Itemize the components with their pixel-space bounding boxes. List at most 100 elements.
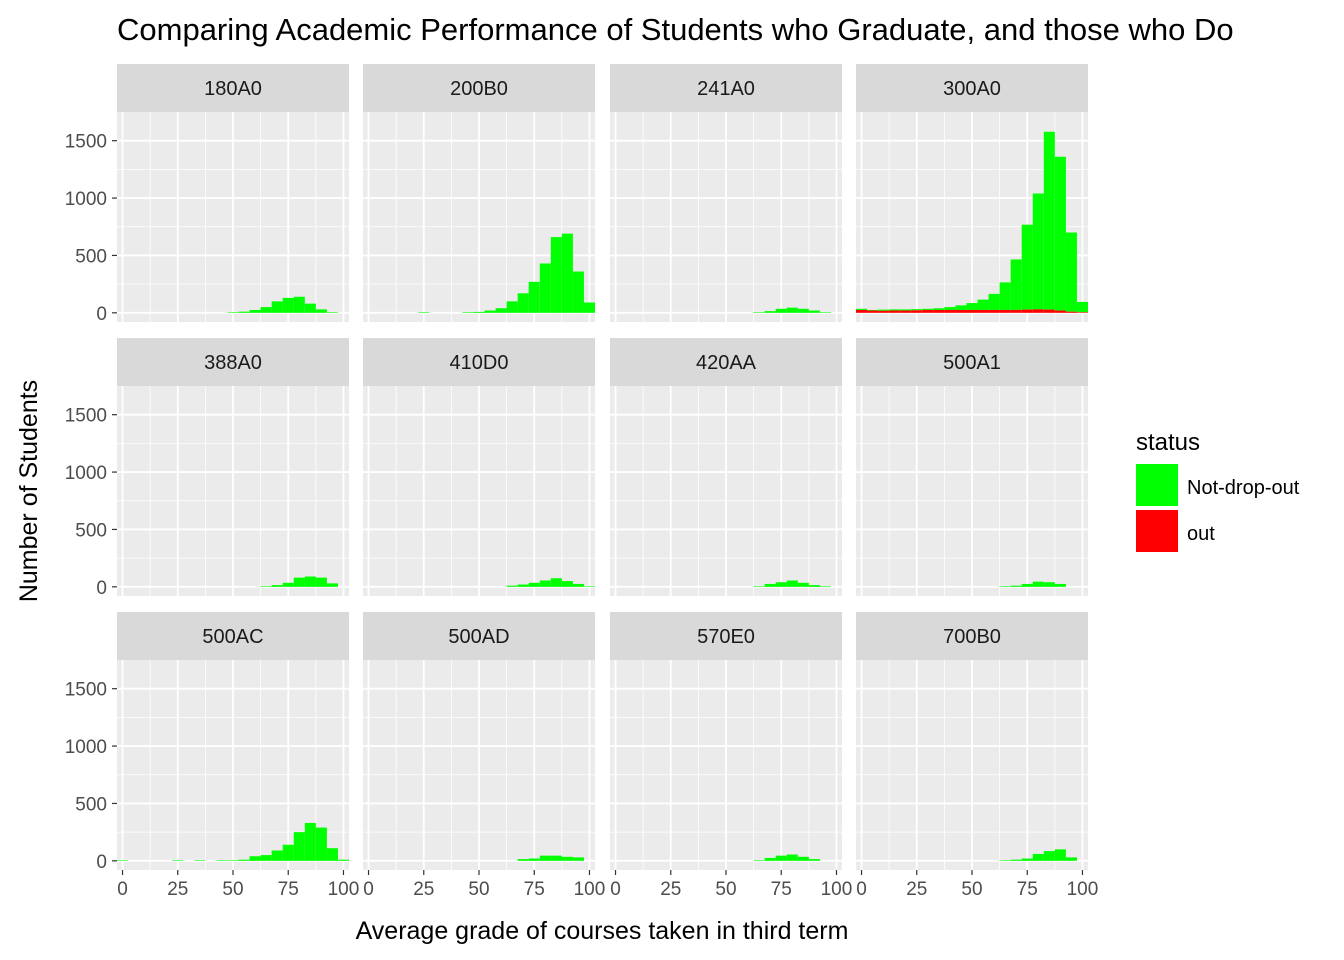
bar-out: [1043, 309, 1055, 313]
bar-out: [1054, 310, 1066, 313]
x-tick-label: 25: [167, 879, 188, 900]
bar-out: [1010, 309, 1022, 313]
bar-not-drop-out: [583, 302, 595, 313]
x-tick-label: 75: [278, 879, 299, 900]
bar-not-drop-out: [517, 293, 529, 313]
chart-title: Comparing Academic Performance of Studen…: [117, 12, 1234, 47]
y-axis-title: Number of Students: [15, 380, 43, 602]
facet-strip-label: 500AC: [202, 626, 263, 648]
bar-not-drop-out: [819, 312, 831, 313]
y-tick-label: 1000: [65, 189, 107, 210]
y-tick-label: 1000: [65, 737, 107, 758]
x-tick-label: 100: [328, 879, 360, 900]
bar-not-drop-out: [315, 827, 327, 861]
bar-not-drop-out: [764, 311, 776, 313]
bar-not-drop-out: [117, 860, 129, 861]
y-tick-label: 1500: [65, 132, 107, 153]
y-tick-label: 0: [96, 304, 107, 325]
facet-panel-410d0: 410D0: [363, 338, 595, 596]
legend-label-out: out: [1187, 523, 1215, 545]
facet-strip-label: 300A0: [943, 78, 1001, 100]
facet-strip: [363, 64, 595, 112]
bar-not-drop-out: [819, 586, 831, 587]
bar-not-drop-out: [1076, 301, 1088, 313]
bar-out: [933, 309, 945, 313]
bar-not-drop-out: [271, 585, 283, 587]
bar-not-drop-out: [260, 855, 272, 861]
facet-panel-500ad: 500AD 0 25 50 75 100: [363, 612, 605, 900]
facet-strip: [856, 612, 1088, 660]
bar-not-drop-out: [473, 311, 485, 313]
bar-not-drop-out: [1010, 859, 1022, 861]
bar-not-drop-out: [999, 282, 1011, 310]
bar-not-drop-out: [282, 582, 294, 587]
facet-panel-500ac: 500AC 0 500 1000 1500 0 25 50 75 100: [65, 612, 360, 900]
bar-not-drop-out: [550, 578, 562, 587]
facet-strip-label: 570E0: [697, 626, 755, 648]
bar-not-drop-out: [753, 312, 765, 313]
bar-not-drop-out: [282, 297, 294, 313]
bar-not-drop-out: [561, 233, 573, 313]
facet-panel-200b0: 200B0: [363, 64, 595, 322]
bar-not-drop-out: [900, 309, 912, 311]
y-tick-label: 1500: [65, 406, 107, 427]
x-tick-label: 0: [117, 879, 128, 900]
bar-not-drop-out: [922, 308, 934, 310]
facet-strip: [610, 338, 842, 386]
bar-not-drop-out: [753, 586, 765, 587]
bar-not-drop-out: [293, 296, 305, 313]
x-tick-label: 50: [222, 879, 243, 900]
bar-not-drop-out: [304, 303, 316, 313]
bar-not-drop-out: [808, 585, 820, 587]
bar-out: [856, 309, 868, 313]
facet-strip: [117, 338, 349, 386]
bar-not-drop-out: [506, 301, 518, 313]
bar-not-drop-out: [572, 583, 584, 587]
bar-not-drop-out: [326, 312, 338, 313]
bar-not-drop-out: [249, 856, 261, 861]
x-tick-label: 25: [660, 879, 681, 900]
legend-swatch-out: [1136, 510, 1178, 552]
bar-not-drop-out: [293, 832, 305, 861]
bar-not-drop-out: [808, 310, 820, 313]
bar-out: [900, 310, 912, 313]
bar-not-drop-out: [495, 308, 507, 313]
facet-strip: [856, 338, 1088, 386]
facet-panel-241a0: 241A0: [610, 64, 842, 322]
bar-not-drop-out: [517, 859, 529, 861]
bar-not-drop-out: [1065, 232, 1077, 312]
y-tick-label: 1500: [65, 680, 107, 701]
y-tick-label: 0: [96, 852, 107, 873]
y-tick-label: 500: [75, 246, 107, 267]
bar-not-drop-out: [550, 855, 562, 861]
legend: status Not-drop-out out: [1136, 429, 1300, 552]
bar-not-drop-out: [418, 312, 430, 313]
bar-out: [944, 309, 956, 313]
x-axis-title: Average grade of courses taken in third …: [356, 917, 849, 945]
bar-out: [911, 310, 923, 313]
bar-not-drop-out: [955, 305, 967, 310]
bar-not-drop-out: [271, 301, 283, 313]
x-tick-label: 100: [1067, 879, 1099, 900]
bar-not-drop-out: [561, 581, 573, 587]
bar-not-drop-out: [1021, 583, 1033, 587]
bar-not-drop-out: [1021, 224, 1033, 310]
x-tick-label: 75: [1017, 879, 1038, 900]
bar-not-drop-out: [786, 854, 798, 861]
bar-not-drop-out: [583, 586, 595, 587]
bar-not-drop-out: [856, 308, 868, 310]
legend-swatch-not-drop-out: [1136, 464, 1178, 506]
x-tick-label: 0: [363, 879, 374, 900]
facet-strip: [363, 612, 595, 660]
bar-not-drop-out: [561, 856, 573, 861]
facet-strip: [117, 612, 349, 660]
bar-out: [878, 310, 890, 313]
bar-not-drop-out: [260, 307, 272, 313]
bar-not-drop-out: [867, 309, 879, 311]
x-tick-label: 75: [524, 879, 545, 900]
bar-not-drop-out: [977, 299, 989, 310]
facet-strip: [610, 64, 842, 112]
x-tick-label: 75: [771, 879, 792, 900]
bar-not-drop-out: [304, 576, 316, 587]
